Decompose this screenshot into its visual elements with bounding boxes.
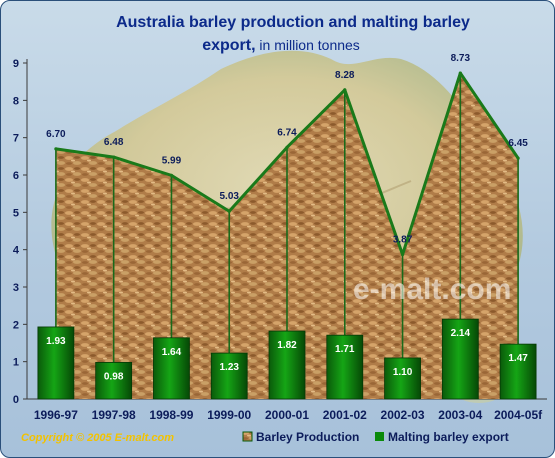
export-data-label: 0.98 xyxy=(104,371,124,382)
y-tick-label: 3 xyxy=(13,282,19,294)
production-point xyxy=(343,88,347,92)
export-data-label: 1.82 xyxy=(277,340,297,351)
y-tick-label: 2 xyxy=(13,319,19,331)
chart-title: Australia barley production and malting … xyxy=(116,14,470,54)
export-data-label: 1.23 xyxy=(219,362,239,373)
export-data-label: 1.93 xyxy=(46,336,66,347)
production-data-label: 6.74 xyxy=(277,127,297,138)
production-data-label: 6.45 xyxy=(508,138,528,149)
x-tick-label: 1996-97 xyxy=(34,408,78,422)
production-data-label: 6.48 xyxy=(104,137,124,148)
title-line-2-bold: export, xyxy=(202,37,255,54)
export-data-label: 2.14 xyxy=(451,328,471,339)
title-line-1: Australia barley production and malting … xyxy=(116,14,470,31)
x-tick-label: 2004-05f xyxy=(494,408,543,422)
x-tick-label: 1997-98 xyxy=(92,408,136,422)
production-data-label: 5.99 xyxy=(162,155,182,166)
y-tick-label: 6 xyxy=(13,170,19,182)
production-point xyxy=(458,71,462,75)
production-data-label: 8.28 xyxy=(335,70,355,81)
export-bar xyxy=(268,330,306,400)
production-point xyxy=(169,173,174,177)
production-point xyxy=(54,147,58,151)
export-bar xyxy=(37,326,75,400)
watermark: e-malt.com xyxy=(353,273,511,306)
title-line-2-rest: in million tonnes xyxy=(256,37,360,53)
production-data-label: 3.87 xyxy=(393,235,413,246)
export-data-label: 1.71 xyxy=(335,344,355,355)
y-tick-label: 5 xyxy=(13,207,19,219)
export-bar xyxy=(153,337,190,400)
export-bar xyxy=(210,352,248,400)
export-data-label: 1.47 xyxy=(508,353,528,364)
x-tick-label: 2002-03 xyxy=(381,408,425,422)
production-point xyxy=(516,156,520,160)
title-line-2: export, in million tonnes xyxy=(202,37,360,54)
y-tick-label: 4 xyxy=(13,245,20,257)
x-tick-label: 1998-99 xyxy=(149,408,193,422)
copyright-text: Copyright © 2005 E-malt.com xyxy=(21,432,174,444)
export-bar xyxy=(441,318,479,400)
production-point xyxy=(227,209,231,213)
y-tick-label: 1 xyxy=(13,357,19,369)
production-point xyxy=(112,155,116,159)
y-tick-label: 8 xyxy=(13,95,19,107)
production-point xyxy=(285,145,289,149)
x-tick-label: 1999-00 xyxy=(207,408,251,422)
legend-swatch-production xyxy=(242,431,253,442)
legend-label-production: Barley Production xyxy=(256,430,359,444)
y-tick-label: 9 xyxy=(13,58,19,70)
legend: Barley Production Malting barley export xyxy=(242,430,509,444)
x-tick-label: 2003-04 xyxy=(438,408,482,422)
production-data-label: 8.73 xyxy=(451,53,471,64)
x-tick-label: 2000-01 xyxy=(265,408,309,422)
export-bar xyxy=(384,357,421,400)
x-tick-label: 2001-02 xyxy=(323,408,367,422)
export-bar xyxy=(499,343,537,400)
y-tick-label: 0 xyxy=(13,394,19,406)
production-data-label: 5.03 xyxy=(219,191,239,202)
export-data-label: 1.10 xyxy=(393,367,413,378)
legend-label-export: Malting barley export xyxy=(388,430,509,444)
legend-swatch-export xyxy=(375,432,384,441)
y-tick-label: 7 xyxy=(13,133,19,145)
export-data-label: 1.64 xyxy=(162,347,182,358)
export-bar xyxy=(326,334,364,400)
production-data-label: 6.70 xyxy=(46,129,66,140)
production-point xyxy=(400,252,405,257)
export-bar xyxy=(95,362,133,400)
plot-area: 0 1 2 3 4 5 6 7 8 9 6.70 6.48 5.99 5.03 6.74 8.28 3.87 8.… xyxy=(13,53,547,422)
